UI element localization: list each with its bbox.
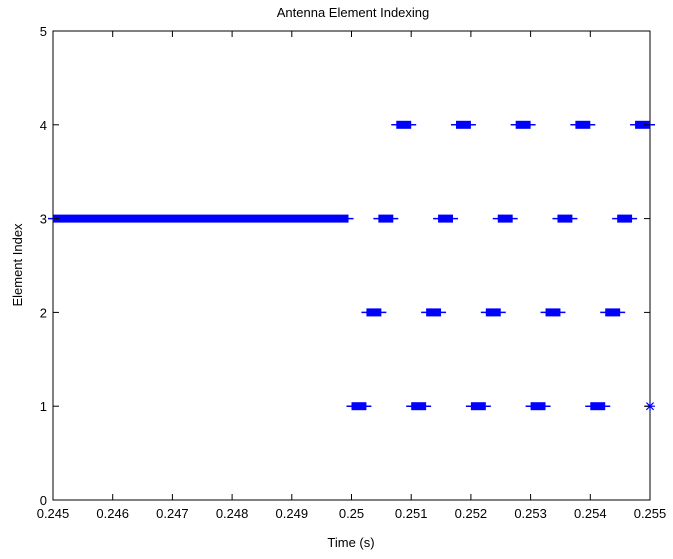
x-axis-label: Time (s) (327, 535, 374, 550)
x-tick-label: 0.253 (514, 506, 547, 521)
marker-cluster (552, 214, 578, 223)
x-tick-label: 0.25 (339, 506, 364, 521)
x-tick-label: 0.247 (156, 506, 189, 521)
marker-cluster (391, 120, 417, 129)
marker-cluster (612, 214, 638, 223)
marker-cluster (361, 308, 387, 317)
y-tick-label: 0 (40, 493, 47, 508)
marker-cluster (492, 214, 518, 223)
marker-cluster (525, 402, 551, 411)
axes-box (52, 30, 651, 501)
marker-cluster (600, 308, 626, 317)
marker-cluster (510, 120, 536, 129)
x-tick-label: 0.248 (216, 506, 249, 521)
marker-cluster (373, 214, 399, 223)
y-tick-label: 3 (40, 212, 47, 227)
marker-cluster (433, 214, 458, 223)
y-tick-label: 5 (40, 24, 47, 39)
marker-cluster (450, 120, 476, 129)
x-tick-label: 0.245 (37, 506, 70, 521)
series-row-4 (391, 120, 655, 129)
y-tick-label: 2 (40, 305, 47, 320)
x-tick-label: 0.252 (455, 506, 488, 521)
marker-cluster (630, 120, 655, 129)
y-tick-label: 4 (40, 118, 47, 133)
marker-cluster (480, 308, 506, 317)
x-tick-label: 0.254 (574, 506, 607, 521)
y-axis-label: Element Index (10, 223, 25, 307)
x-tick-label: 0.255 (634, 506, 667, 521)
data-layer (48, 120, 655, 412)
marker-cluster (406, 402, 432, 411)
marker-cluster (421, 308, 447, 317)
marker-cluster (48, 214, 354, 223)
marker-cluster (570, 120, 596, 129)
x-tick-label: 0.251 (395, 506, 428, 521)
series-row-3 (48, 214, 638, 223)
marker-cluster (585, 402, 611, 411)
marker-cluster (346, 402, 372, 411)
tick-layer: 0.245 0.246 0.247 0.248 0.249 0.25 0.251 0.252 0… (37, 24, 667, 521)
chart-title: Antenna Element Indexing (277, 5, 430, 20)
x-tick-label: 0.246 (96, 506, 129, 521)
x-tick-label: 0.249 (276, 506, 309, 521)
marker-cluster (540, 308, 566, 317)
series-row-2 (361, 308, 626, 317)
marker-cluster (465, 402, 491, 411)
y-tick-label: 1 (40, 399, 47, 414)
